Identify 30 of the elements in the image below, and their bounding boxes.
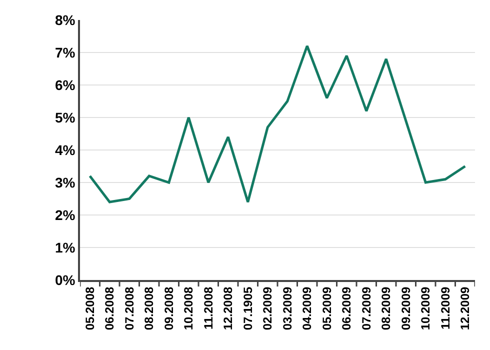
- x-tick-label: 10.2008: [182, 286, 196, 330]
- y-tick-label: 3%: [54, 174, 76, 190]
- x-tick-label: 09.2008: [162, 286, 176, 330]
- y-tick-label: 2%: [54, 206, 76, 223]
- y-tick-label: 8%: [54, 12, 76, 28]
- x-tick-label: 08.2008: [142, 286, 156, 330]
- y-tick-label: 4%: [54, 142, 76, 158]
- x-tick-label: 06.2009: [340, 286, 354, 330]
- y-tick-label: 0%: [54, 272, 76, 288]
- y-tick-label: 5%: [54, 109, 76, 126]
- x-tick-label: 11.2009: [438, 286, 452, 330]
- x-tick-label: 07.2009: [359, 286, 374, 330]
- x-tick-label: 05.2009: [320, 286, 334, 330]
- x-tick-label: 12.2009: [458, 286, 472, 330]
- x-tick-label: 09.2009: [398, 286, 413, 330]
- y-tick-label: 1%: [54, 239, 76, 256]
- y-tick-label: 6%: [54, 76, 76, 93]
- x-tick-label: 10.2009: [418, 286, 433, 330]
- x-tick-label: 11.2008: [201, 286, 216, 330]
- x-tick-label: 03.2009: [280, 286, 294, 330]
- x-tick-label: 04.2009: [300, 286, 314, 330]
- y-tick-label: 7%: [54, 44, 76, 60]
- x-tick-label: 05.2008: [82, 286, 97, 330]
- x-tick-label: 07.2008: [122, 286, 136, 330]
- line-series: [88, 44, 466, 204]
- x-tick-label: 02.2009: [260, 286, 275, 330]
- x-tick-label: 08.2009: [379, 286, 394, 330]
- x-tick-label: 12.2008: [221, 286, 236, 330]
- x-tick-label: 06.2008: [102, 286, 117, 330]
- x-tick-label: 07.1905: [240, 286, 255, 330]
